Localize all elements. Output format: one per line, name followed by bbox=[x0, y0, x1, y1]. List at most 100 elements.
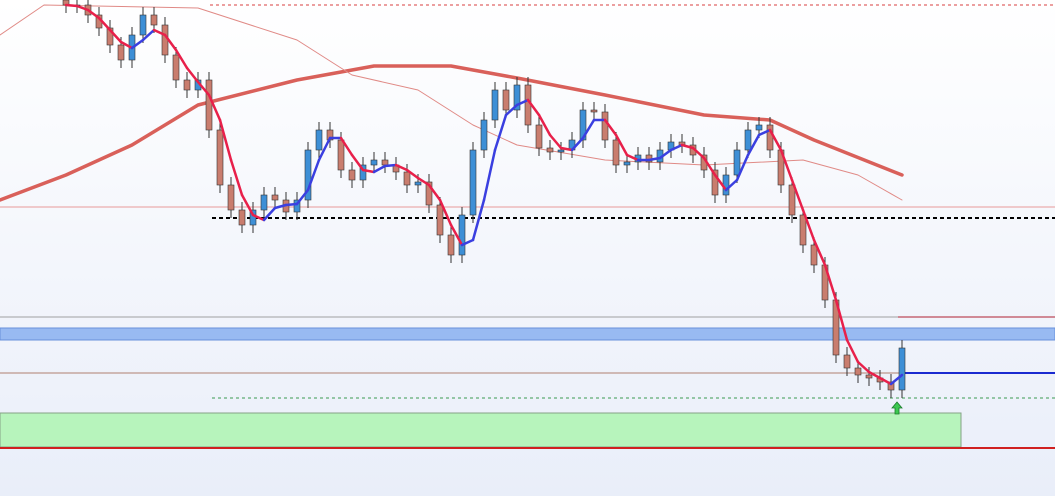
fast-ma-segment bbox=[427, 183, 442, 202]
fast-ma-segment bbox=[493, 113, 508, 152]
fast-ma-segment bbox=[801, 208, 816, 242]
candle-body bbox=[843, 354, 851, 369]
levels bbox=[0, 4, 1055, 449]
fast-ma-segment bbox=[273, 203, 288, 210]
fast-ma-segment bbox=[537, 113, 552, 137]
fast-ma-segment bbox=[570, 136, 585, 152]
fast-ma-segment bbox=[141, 28, 156, 42]
fast-ma-segment bbox=[86, 8, 101, 20]
zones bbox=[0, 327, 1055, 448]
fast-ma-segment bbox=[262, 206, 277, 222]
candle-body bbox=[612, 139, 620, 166]
fast-ma-segment bbox=[526, 98, 541, 117]
fast-ma-segment bbox=[185, 66, 200, 84]
fast-ma-segment bbox=[581, 118, 596, 140]
fast-ma-segment bbox=[394, 163, 409, 172]
fast-ma-segment bbox=[614, 133, 629, 157]
candle-body bbox=[590, 109, 598, 113]
candle-body bbox=[601, 111, 609, 141]
candle-body bbox=[381, 159, 389, 166]
fast-ma-segment bbox=[284, 202, 299, 207]
fast-ma-segment bbox=[240, 193, 255, 217]
candle-body bbox=[293, 199, 301, 213]
fast-ma-segment bbox=[856, 360, 871, 374]
fast-ma-segment bbox=[306, 158, 321, 192]
candles bbox=[62, 0, 906, 398]
fast-ma-segment bbox=[724, 178, 739, 192]
fast-ma-segment bbox=[361, 168, 376, 174]
fast-ma-segment bbox=[416, 176, 431, 187]
fast-ma-segment bbox=[97, 16, 112, 32]
candle-body bbox=[447, 234, 455, 256]
candle-body bbox=[469, 149, 477, 216]
fast-ma-segment bbox=[207, 93, 222, 122]
zone bbox=[0, 327, 1055, 341]
fast-ma-segment bbox=[119, 40, 134, 50]
candle-body bbox=[370, 159, 378, 166]
candle-body bbox=[546, 147, 554, 153]
fast-ma-segment bbox=[647, 156, 662, 162]
fast-ma-segment bbox=[152, 28, 167, 37]
candle-body bbox=[359, 164, 367, 181]
candle-body bbox=[579, 109, 587, 141]
fast-ma-segment bbox=[515, 98, 530, 107]
candle-body bbox=[271, 194, 279, 201]
moving-average bbox=[0, 4, 903, 201]
candle-body bbox=[106, 27, 114, 46]
candle-body bbox=[557, 149, 565, 153]
candle-body bbox=[502, 89, 510, 111]
candle-body bbox=[216, 129, 224, 186]
candle-body bbox=[205, 79, 213, 131]
buy-arrow bbox=[891, 401, 903, 415]
candle-body bbox=[150, 14, 158, 26]
fast-ma-segment bbox=[130, 38, 145, 50]
fast-ma-segment bbox=[251, 213, 266, 222]
candle-body bbox=[139, 14, 147, 36]
fast-ma-segment bbox=[482, 148, 497, 202]
fast-ma-segment bbox=[196, 80, 211, 97]
candle-body bbox=[337, 139, 345, 171]
candle-body bbox=[117, 44, 125, 61]
fast-ma-segment bbox=[746, 133, 761, 157]
candle-body bbox=[799, 214, 807, 246]
fast-ma-segment bbox=[372, 164, 387, 174]
fast-ma-segment bbox=[218, 118, 233, 162]
fast-ma-segment bbox=[812, 238, 827, 267]
candle-body bbox=[183, 79, 191, 91]
fast-ma-segment bbox=[350, 153, 365, 172]
candle-body bbox=[425, 181, 433, 206]
fast-ma-segment bbox=[163, 33, 178, 52]
candle-body bbox=[238, 209, 246, 226]
fast-ma-segment bbox=[680, 143, 695, 150]
candle-body bbox=[458, 214, 466, 256]
candle-body bbox=[172, 54, 180, 81]
fast-ma-segment bbox=[108, 28, 123, 44]
fast-ma-segment bbox=[658, 148, 673, 160]
fast-ma-segment bbox=[757, 128, 772, 137]
fast-ma-segment bbox=[229, 158, 244, 197]
candle-body bbox=[810, 244, 818, 266]
candle-body bbox=[788, 184, 796, 216]
fast-ma-segment bbox=[768, 128, 783, 152]
candle-body bbox=[491, 89, 499, 121]
candle-body bbox=[436, 204, 444, 236]
zone bbox=[0, 412, 962, 448]
fast-ma-segment bbox=[779, 148, 794, 182]
fast-ma-segment bbox=[460, 238, 475, 247]
fast-ma-segment bbox=[64, 3, 79, 8]
candle-body bbox=[315, 129, 323, 151]
candle-body bbox=[414, 181, 422, 186]
candle-body bbox=[260, 194, 268, 211]
fast-ma-segment bbox=[834, 298, 849, 342]
candle-body bbox=[722, 174, 730, 196]
fast-ma bbox=[64, 3, 904, 386]
fast-ma-segment bbox=[691, 146, 706, 160]
candle-body bbox=[304, 149, 312, 201]
candle-body bbox=[513, 84, 521, 111]
fast-ma-segment bbox=[702, 156, 717, 177]
fast-ma-segment bbox=[713, 173, 728, 192]
candle-body bbox=[711, 169, 719, 196]
fast-ma-segment bbox=[669, 143, 684, 152]
fast-ma-segment bbox=[295, 188, 310, 206]
fast-ma-segment bbox=[75, 4, 90, 12]
